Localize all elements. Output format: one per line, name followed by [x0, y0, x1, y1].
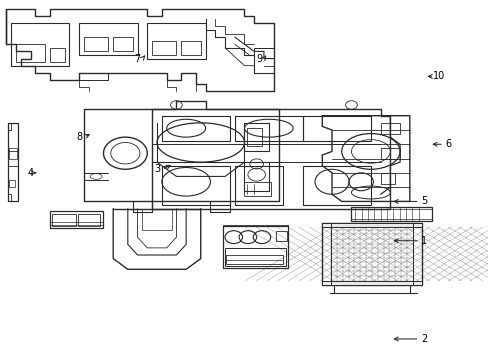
- Bar: [380, 123, 399, 134]
- Bar: [322, 223, 421, 285]
- Bar: [244, 162, 268, 191]
- Bar: [113, 37, 132, 51]
- Bar: [79, 23, 137, 55]
- Bar: [244, 123, 268, 152]
- Text: 9: 9: [256, 54, 262, 64]
- Text: 7: 7: [134, 54, 141, 64]
- Bar: [152, 41, 176, 55]
- Bar: [412, 223, 421, 285]
- Bar: [302, 116, 370, 141]
- Bar: [50, 48, 64, 62]
- Bar: [78, 214, 100, 226]
- Text: 5: 5: [421, 197, 427, 206]
- Bar: [351, 207, 431, 221]
- Bar: [351, 208, 431, 219]
- Bar: [52, 214, 76, 226]
- Bar: [224, 248, 285, 266]
- Bar: [380, 148, 399, 158]
- Bar: [276, 231, 286, 241]
- Bar: [181, 41, 201, 55]
- Text: 2: 2: [421, 334, 427, 344]
- Bar: [322, 223, 330, 285]
- Bar: [234, 166, 283, 205]
- Bar: [225, 255, 283, 264]
- Bar: [162, 116, 229, 141]
- Bar: [9, 148, 18, 158]
- Bar: [162, 166, 229, 205]
- Bar: [222, 226, 287, 267]
- Bar: [50, 211, 103, 228]
- Bar: [322, 281, 421, 285]
- Text: 6: 6: [445, 139, 451, 149]
- Bar: [234, 116, 302, 141]
- Text: 3: 3: [154, 164, 160, 174]
- Bar: [16, 44, 45, 62]
- Bar: [254, 48, 273, 73]
- Bar: [246, 128, 261, 146]
- Text: 4: 4: [27, 168, 34, 178]
- Bar: [244, 182, 271, 196]
- Bar: [147, 23, 205, 59]
- Bar: [302, 166, 370, 205]
- Text: 1: 1: [421, 236, 427, 246]
- Bar: [11, 23, 69, 66]
- Bar: [322, 223, 421, 227]
- Bar: [380, 173, 394, 184]
- Bar: [8, 123, 19, 202]
- Bar: [84, 37, 108, 51]
- Bar: [9, 180, 15, 187]
- Text: 8: 8: [76, 132, 82, 142]
- Text: 10: 10: [432, 71, 444, 81]
